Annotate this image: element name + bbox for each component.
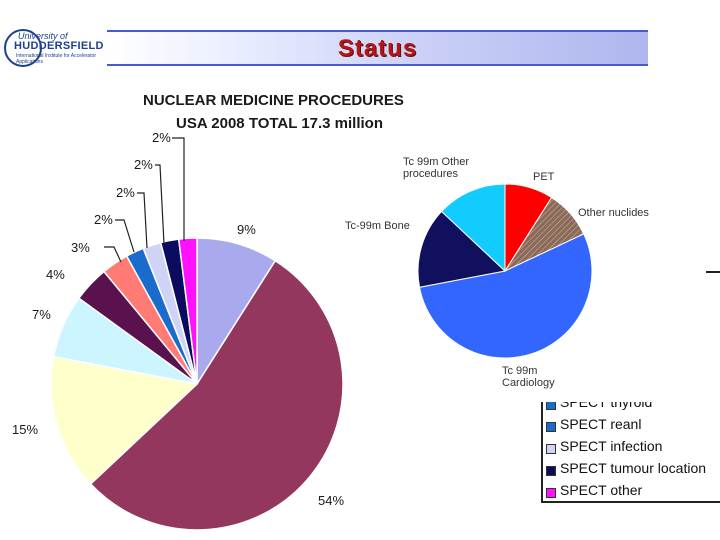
slide-title: Status (337, 35, 418, 62)
legend-item: SPECT other (560, 482, 643, 498)
slice-label: 2% (94, 212, 113, 227)
chart-title-line1: NUCLEAR MEDICINE PROCEDURES (143, 92, 404, 109)
leader-line (115, 219, 135, 253)
logo-emblem-icon (4, 29, 42, 67)
title-banner: Status (107, 30, 648, 66)
leader-line (104, 246, 122, 263)
legend-swatch (546, 466, 556, 476)
logo-line3: International Institute for Accelerator … (16, 53, 97, 65)
main-pie-slice (89, 259, 344, 531)
legend-swatch (546, 488, 556, 498)
logo-line2: HUDDERSFIELD (14, 40, 104, 52)
slice-label: 9% (237, 222, 256, 237)
small-pie-slice (418, 233, 593, 359)
legend-swatch (546, 444, 556, 454)
chart-title-line2: USA 2008 TOTAL 17.3 million (176, 115, 384, 132)
slice-label: 2% (116, 185, 135, 200)
slice-label: 3% (71, 240, 90, 255)
main-pie-slice (196, 237, 277, 387)
legend-swatch (546, 422, 556, 432)
slice-label: 15% (12, 422, 39, 437)
small-pie-slice (440, 183, 506, 273)
small-label-bone: Tc-99m Bone (345, 220, 410, 232)
slice-label: 4% (46, 267, 65, 282)
small-label-other-procedures: Tc 99m Other procedures (403, 156, 470, 180)
small-label-cardiology: Tc 99m Cardiology (502, 365, 555, 389)
slice-label: 7% (32, 307, 51, 322)
main-pie-slice (50, 355, 199, 486)
main-pie-slice (177, 237, 198, 385)
leader-line (137, 192, 148, 249)
legend-item: SPECT tumour location (560, 460, 707, 476)
small-pie-slice (417, 210, 507, 288)
slice-label: 2% (134, 157, 153, 172)
small-label-pet: PET (533, 171, 555, 183)
leader-line (155, 164, 165, 245)
leader-line (172, 137, 185, 241)
slice-label: 54% (318, 493, 345, 508)
small-label-other-nuclides: Other nuclides (578, 207, 649, 219)
slice-label: 2% (152, 130, 171, 145)
legend-item: SPECT reanl (560, 416, 642, 432)
logo-line1: University of (18, 31, 68, 41)
legend-item: SPECT infection (560, 438, 663, 454)
university-logo: University of HUDDERSFIELD International… (4, 26, 104, 70)
